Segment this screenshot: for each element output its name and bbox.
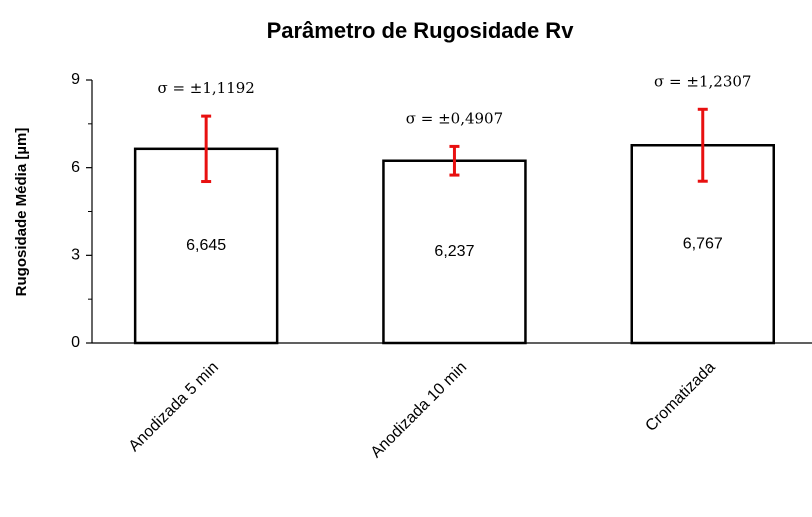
x-tick-label: Cromatizada [642, 359, 718, 435]
chart-title: Parâmetro de Rugosidade Rv [267, 18, 575, 43]
x-tick-label: Anodizada 10 min [368, 359, 471, 462]
y-tick-label: 6 [71, 159, 80, 176]
error-label: σ = ±1,2307 [654, 72, 751, 90]
value-label: 6,645 [186, 237, 226, 254]
y-tick-label: 3 [71, 247, 80, 264]
y-tick-label: 9 [71, 71, 80, 88]
y-tick-label: 0 [71, 334, 80, 351]
value-label: 6,767 [683, 235, 723, 252]
y-axis-label: Rugosidade Média [µm] [13, 128, 30, 297]
error-label: σ = ±0,4907 [406, 109, 503, 127]
x-tick-label: Anodizada 5 min [126, 359, 222, 455]
value-label: 6,237 [434, 243, 474, 260]
error-label: σ = ±1,1192 [157, 79, 254, 97]
